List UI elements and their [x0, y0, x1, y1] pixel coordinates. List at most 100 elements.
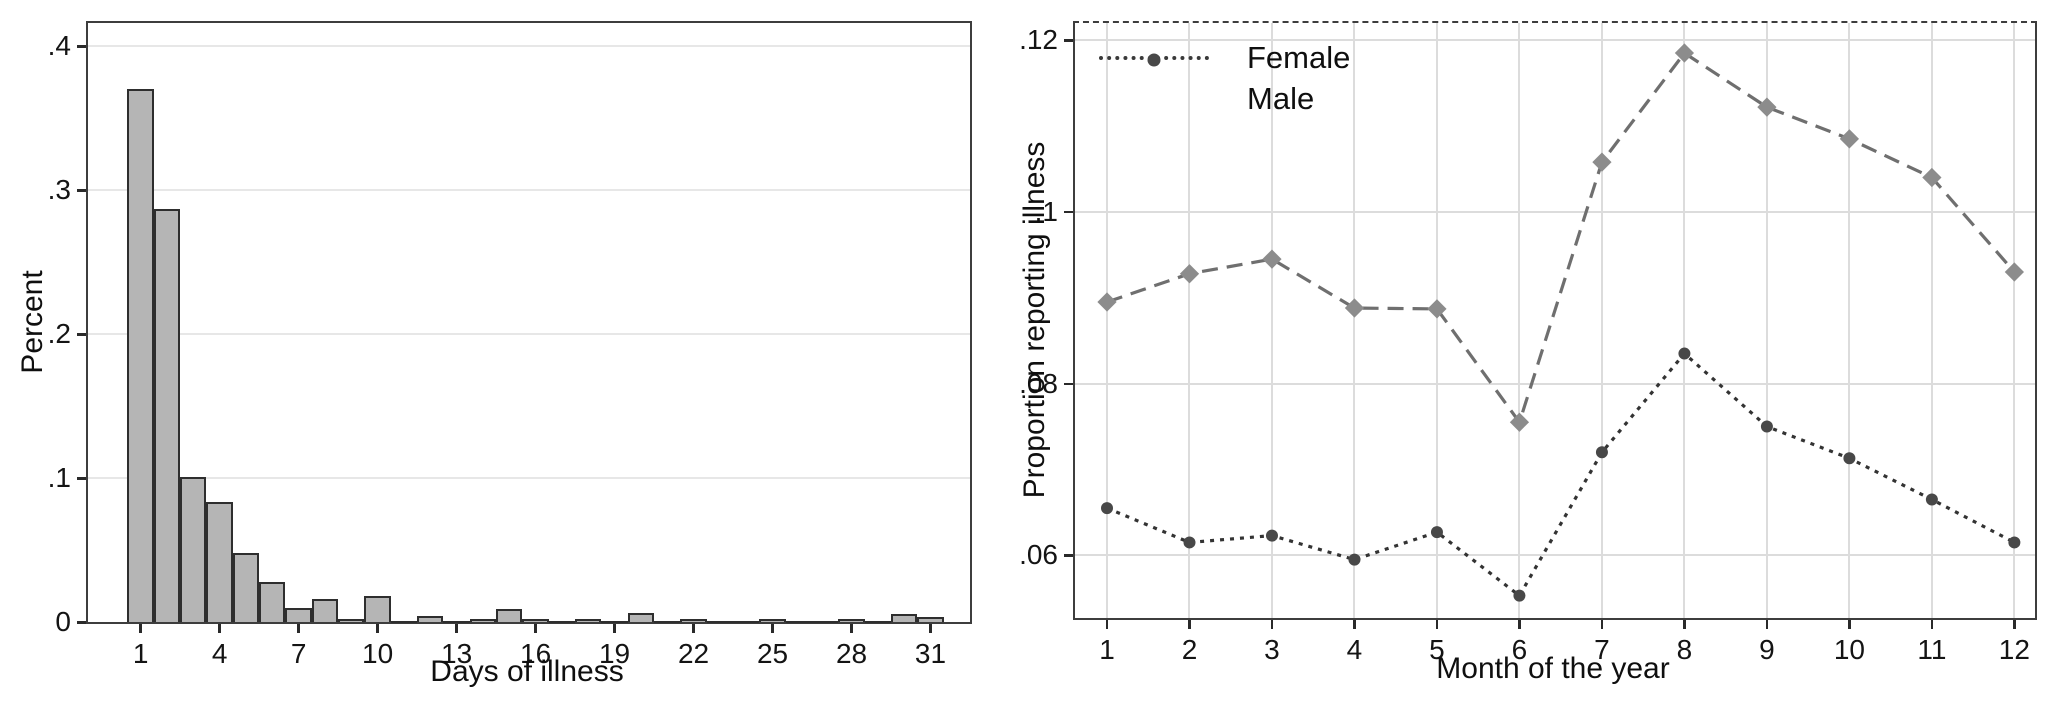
x-tick-mark	[1270, 620, 1274, 629]
female-data-point	[1513, 589, 1526, 602]
v-gridline	[1270, 23, 1273, 618]
y-tick-label: .08	[1019, 367, 1058, 399]
histogram-bar	[548, 620, 576, 623]
x-tick-label: 2	[1181, 634, 1198, 665]
x-tick-label: 10	[1833, 634, 1865, 665]
y-tick-label: .1	[47, 462, 71, 493]
v-gridline	[2013, 23, 2016, 618]
histogram-bar	[232, 552, 260, 622]
female-line	[1106, 351, 2016, 599]
line-series-canvas	[1097, 43, 2024, 602]
h-gridline	[1075, 39, 2035, 42]
v-gridline	[1930, 23, 1933, 618]
female-data-point	[1760, 420, 1773, 433]
y-tick-mark	[77, 45, 86, 48]
histogram-x-axis-title: Days of illness	[430, 655, 624, 688]
y-tick-label: .4	[47, 30, 71, 62]
histogram-bar	[338, 619, 365, 622]
male-data-point	[1262, 249, 1282, 269]
histogram-bar	[496, 609, 523, 622]
line-chart-plot-area: Female Male .06.08.1.12 1 2 3 4 5 6 7 8 9 10 11 12	[1019, 21, 2037, 665]
y-tick-label: .3	[47, 174, 71, 206]
female-circle-marker-icon	[1147, 53, 1161, 66]
female-data-point	[1101, 502, 1114, 515]
y-tick-label: .2	[47, 318, 71, 350]
x-tick-mark	[850, 624, 853, 633]
x-tick-label: 16	[520, 638, 552, 669]
y-tick-label: 0	[55, 606, 71, 637]
x-tick-label: 22	[677, 638, 710, 669]
x-tick-mark	[1848, 620, 1851, 629]
x-tick-label: 13	[441, 638, 473, 669]
v-gridline	[1600, 23, 1603, 618]
x-tick-mark	[1518, 620, 1521, 629]
x-tick-mark	[1188, 620, 1191, 629]
x-tick-label: 7	[290, 638, 307, 669]
y-tick-mark	[1064, 554, 1073, 557]
y-tick-mark	[1064, 382, 1073, 386]
x-tick-label: 10	[362, 638, 394, 669]
x-tick-label: 8	[1676, 634, 1693, 665]
female-data-point	[1265, 529, 1278, 542]
v-gridline	[1188, 23, 1191, 618]
x-tick-label: 9	[1759, 634, 1775, 665]
x-tick-mark	[297, 624, 300, 633]
female-data-point	[2008, 536, 2021, 549]
x-tick-mark	[1435, 620, 1439, 629]
male-line	[1106, 50, 2016, 426]
h-gridline	[88, 477, 970, 479]
x-tick-mark	[139, 624, 142, 633]
x-tick-mark	[1105, 620, 1109, 629]
histogram-bar	[706, 620, 734, 623]
histogram-bar	[206, 502, 233, 622]
histogram-bar	[785, 620, 813, 623]
histogram-bar	[469, 619, 497, 622]
h-gridline	[1075, 554, 2035, 557]
x-tick-mark	[1765, 620, 1769, 629]
male-data-point	[1097, 292, 1117, 312]
y-tick-label: .1	[1034, 195, 1058, 227]
v-gridline	[1765, 23, 1768, 618]
v-gridline	[1353, 23, 1356, 618]
y-tick-label: .12	[1019, 24, 1058, 56]
histogram-y-axis-title: Percent	[16, 270, 49, 374]
histogram-figure: 0 .1 .2 .3 .4 1 4 7 10 13 16 19 22 25 28 31 Percent Day…	[16, 21, 972, 688]
x-tick-label: 7	[1594, 634, 1610, 665]
histogram-bar	[812, 620, 839, 623]
y-tick-mark	[77, 333, 86, 336]
legend-label-male: Male	[1247, 80, 1315, 116]
histogram-bar	[733, 620, 760, 623]
legend: Female Male	[1099, 37, 1350, 119]
x-tick-mark	[1353, 620, 1356, 629]
x-tick-mark	[1683, 620, 1686, 629]
male-data-point	[2004, 262, 2024, 282]
line-chart-y-axis-title: Proportion reporting illness	[1018, 141, 1051, 499]
histogram-bar	[864, 620, 891, 623]
x-tick-label: 31	[914, 638, 947, 669]
female-dotted-line-key	[1099, 53, 1209, 66]
line-chart-figure: Female Male .06.08.1.12 1 2 3 4 5 6 7 8 9 10 11 12 P…	[1018, 0, 2047, 703]
female-data-point	[1595, 446, 1608, 459]
line-chart-x-axis-title: Month of the year	[1436, 652, 1670, 685]
x-tick-label: 4	[211, 638, 228, 669]
histogram-bar	[153, 208, 181, 622]
x-tick-label: 4	[1346, 634, 1363, 665]
female-data-point	[1925, 493, 1938, 506]
x-tick-mark	[534, 624, 537, 633]
v-gridline	[1848, 23, 1851, 618]
x-tick-label: 6	[1511, 634, 1528, 665]
histogram-bar	[443, 620, 470, 623]
x-tick-mark	[613, 624, 616, 633]
histogram-bar	[601, 620, 628, 623]
histogram-bar	[364, 596, 391, 622]
x-tick-label: 1	[1099, 634, 1115, 665]
male-data-point	[1757, 97, 1777, 117]
histogram-bar	[285, 607, 312, 622]
male-data-point	[1509, 412, 1530, 432]
histogram-bar	[180, 476, 207, 622]
x-tick-mark	[218, 624, 221, 633]
v-gridline	[1106, 23, 1108, 618]
x-tick-label: 1	[132, 638, 149, 669]
histogram-bar	[891, 614, 918, 622]
